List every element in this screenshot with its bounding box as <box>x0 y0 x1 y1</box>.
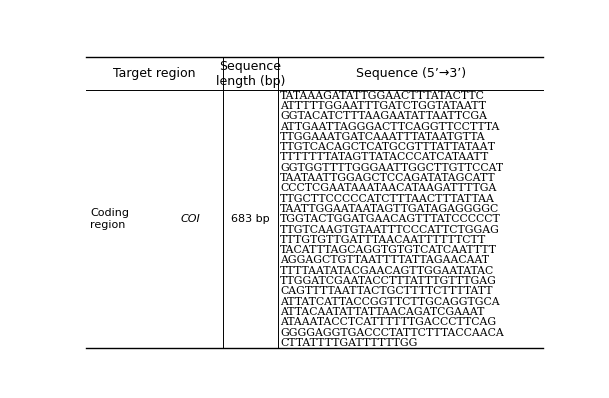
Text: CTTATTTTGATTTTTТGG: CTTATTTTGATTTTTТGG <box>280 338 418 348</box>
Text: TTGTCAAGTGTAATTTCCCATTCTGGAG: TTGTCAAGTGTAATTTCCCATTCTGGAG <box>280 224 500 234</box>
Text: TACATTTAGCAGGTGTGTCATCAATTTT: TACATTTAGCAGGTGTGTCATCAATTTT <box>280 245 497 255</box>
Text: TTGGATCGAATACCTТTATTTGTTTGAG: TTGGATCGAATACCTТTATTTGTTTGAG <box>280 276 497 286</box>
Text: ATTGAATTAGGGACTTCAGGTTCCTTTA: ATTGAATTAGGGACTTCAGGTTCCTTTA <box>280 121 499 131</box>
Text: TTTTTTTATAGTTATACCCATCATAATT: TTTTTTTATAGTTATACCCATCATAATT <box>280 152 490 162</box>
Text: AGGAGCTGTTAATTTTATTAGAACAAT: AGGAGCTGTTAATTTTATTAGAACAAT <box>280 256 489 265</box>
Text: TTGGAAATGATCAAATTTATAATGTTA: TTGGAAATGATCAAATTTATAATGTTA <box>280 132 486 142</box>
Text: TTTGTGTTGATTTAACAATTTTTTCTT: TTTGTGTTGATTTAACAATTTTTTCTT <box>280 235 487 245</box>
Text: Sequence
length (bp): Sequence length (bp) <box>216 60 285 88</box>
Text: Sequence (5’→3’): Sequence (5’→3’) <box>356 67 466 80</box>
Text: ATTTTTGGAATTTGATCTGGTATAATT: ATTTTTGGAATTTGATCTGGTATAATT <box>280 101 486 111</box>
Text: TATAAAGATATTGGAACTTTATACTTC: TATAAAGATATTGGAACTTTATACTTC <box>280 91 485 101</box>
Text: TGGTACTGGATGAACAGTTTATCCCCCT: TGGTACTGGATGAACAGTTTATCCCCCT <box>280 214 501 224</box>
Text: ATAAATACCTCATTTTTТGACCCTTCAG: ATAAATACCTCATTTTTТGACCCTTCAG <box>280 317 496 327</box>
Text: TTTTAATATACGAACAGTTGGAATATAC: TTTTAATATACGAACAGTTGGAATATAC <box>280 266 495 276</box>
Text: TAATAATTGGAGCTCCAGATATAGCATT: TAATAATTGGAGCTCCAGATATAGCATT <box>280 173 496 183</box>
Text: CCCTCGAATAAATAACATAAGATTTTGA: CCCTCGAATAAATAACATAAGATTTTGA <box>280 183 496 193</box>
Text: 683 bp: 683 bp <box>231 214 270 224</box>
Text: Target region: Target region <box>113 67 195 80</box>
Text: GGGGAGGTGACCCTATTCTTTACCAACA: GGGGAGGTGACCCTATTCTTTACCAACA <box>280 328 504 338</box>
Text: GGTGGTTTTGGGAATTGGCTTGTTCCAT: GGTGGTTTTGGGAATTGGCTTGTTCCAT <box>280 163 503 173</box>
Text: TAATTGGAATAATAGTTGATAGAGGGGC: TAATTGGAATAATAGTTGATAGAGGGGC <box>280 204 499 214</box>
Text: ATTATCATTACCGGTTCTTGCAGGTGCA: ATTATCATTACCGGTTCTTGCAGGTGCA <box>280 297 500 307</box>
Text: Coding
region: Coding region <box>90 209 129 230</box>
Text: TTGCTTCCCCCATCTTTAACTTTATTAA: TTGCTTCCCCCATCTTTAACTTTATTAA <box>280 194 495 204</box>
Text: GGTACATCTTTAAGAATATTAATTCGA: GGTACATCTTTAAGAATATTAATTCGA <box>280 111 487 121</box>
Text: ATTACAATATTATTAACAGATCGAAAT: ATTACAATATTATTAACAGATCGAAAT <box>280 307 485 317</box>
Text: TTGTCACAGCTCATGCGTTTATTATAАТ: TTGTCACAGCTCATGCGTTTATTATAАТ <box>280 142 496 152</box>
Text: CAGTTTTAATTACTGCTTTТCTTTTATT: CAGTTTTAATTACTGCTTTТCTTTTATT <box>280 287 493 297</box>
Text: COI: COI <box>181 214 201 224</box>
